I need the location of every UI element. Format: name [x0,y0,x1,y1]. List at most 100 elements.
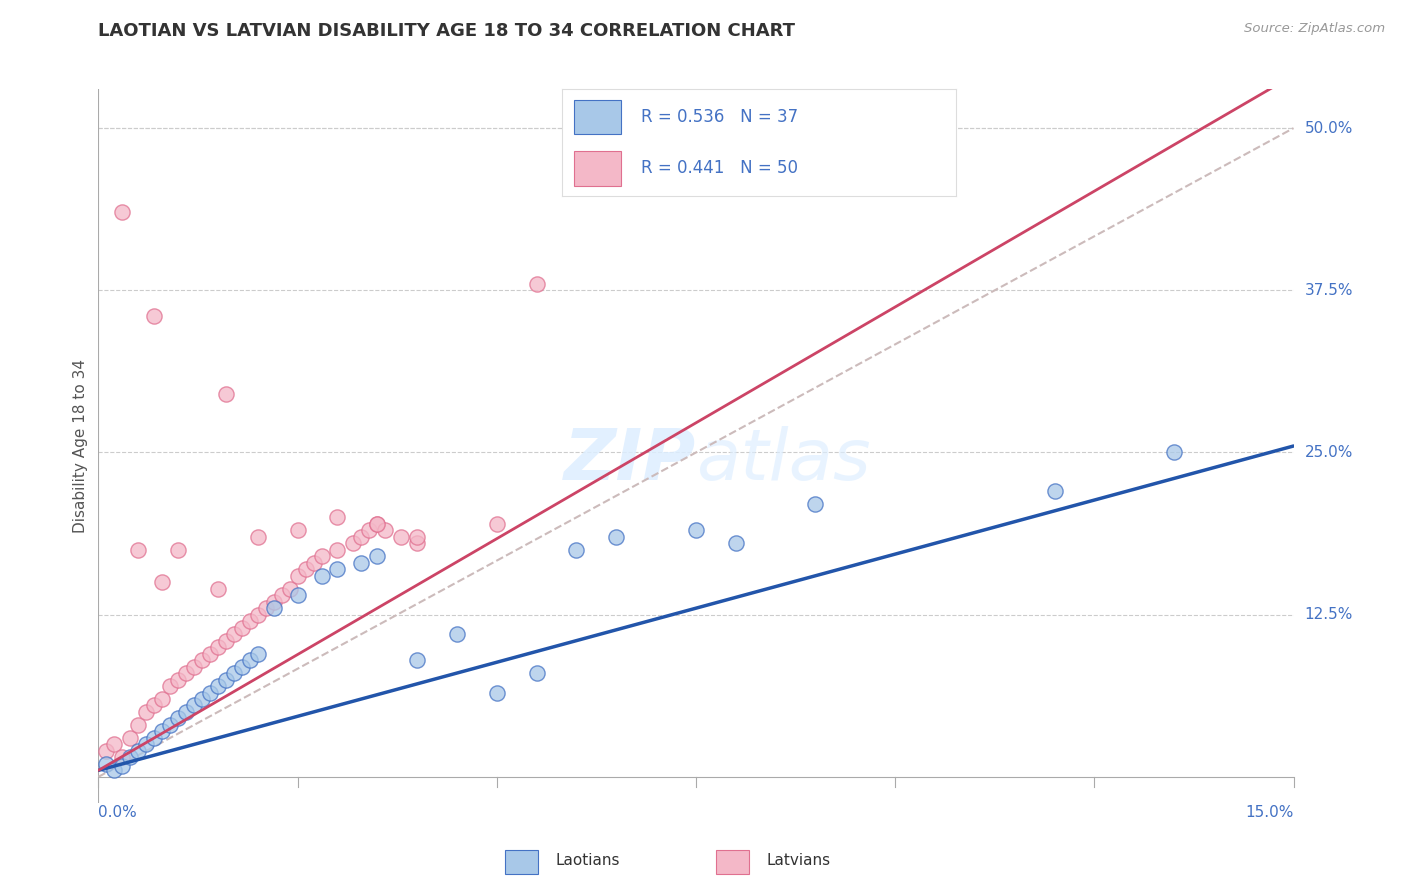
Text: 25.0%: 25.0% [1305,445,1353,460]
Point [231,659,253,673]
Text: 0.0%: 0.0% [98,805,138,820]
Text: Laotians: Laotians [555,854,620,868]
Point [222,627,245,641]
Point [191,692,214,706]
Point [96,756,118,771]
Point [143,698,166,713]
Point [96,744,118,758]
Point [406,653,429,667]
Point [174,705,197,719]
Point [366,516,388,531]
Point [326,542,349,557]
Point [215,387,238,401]
Point [406,530,429,544]
Point [143,310,166,324]
Point [103,738,125,752]
Text: Latvians: Latvians [766,854,831,868]
Point [135,738,157,752]
Point [111,205,134,219]
Point [111,759,134,773]
Point [565,542,588,557]
Point [127,718,149,732]
Point [311,568,333,582]
Text: ZIP: ZIP [564,425,696,495]
Point [605,530,627,544]
Bar [574,100,621,134]
Point [231,621,253,635]
Point [215,633,238,648]
Point [183,659,205,673]
Bar [716,849,749,874]
Point [389,530,412,544]
Point [366,516,388,531]
Text: 12.5%: 12.5% [1305,607,1353,622]
Point [159,679,181,693]
Point [1163,445,1185,459]
Point [246,530,269,544]
Point [167,673,190,687]
Point [350,556,373,570]
Point [526,277,548,291]
Point [120,731,142,745]
Point [150,692,173,706]
Point [294,562,316,576]
Point [246,607,269,622]
Point [135,705,157,719]
Point [239,653,262,667]
Point [287,524,309,538]
Point [167,542,190,557]
Point [342,536,364,550]
Point [246,647,269,661]
Bar [574,152,621,186]
Point [183,698,205,713]
Point [254,601,277,615]
Point [127,744,149,758]
Point [207,679,229,693]
Point [239,614,262,628]
Point [685,524,707,538]
Point [215,673,238,687]
Bar [505,849,538,874]
Point [207,640,229,654]
Point [103,764,125,778]
Point [222,666,245,681]
Text: LAOTIAN VS LATVIAN DISABILITY AGE 18 TO 34 CORRELATION CHART: LAOTIAN VS LATVIAN DISABILITY AGE 18 TO … [98,22,796,40]
Text: atlas: atlas [696,425,870,495]
Text: 50.0%: 50.0% [1305,120,1353,136]
Text: Source: ZipAtlas.com: Source: ZipAtlas.com [1244,22,1385,36]
Point [111,750,134,764]
Point [326,562,349,576]
Point [366,549,388,564]
Point [446,627,468,641]
Point [485,685,508,699]
Point [167,711,190,725]
Point [287,568,309,582]
Point [485,516,508,531]
Point [406,536,429,550]
Point [350,530,373,544]
Text: 37.5%: 37.5% [1305,283,1353,298]
Point [263,595,285,609]
Point [150,575,173,590]
Point [207,582,229,596]
Point [804,497,827,511]
Point [526,666,548,681]
Text: 15.0%: 15.0% [1246,805,1294,820]
Point [191,653,214,667]
Point [287,588,309,602]
Point [359,524,381,538]
Point [120,750,142,764]
Point [150,724,173,739]
Point [159,718,181,732]
Point [198,685,221,699]
Point [263,601,285,615]
Point [143,731,166,745]
Point [278,582,301,596]
Point [326,510,349,524]
Text: R = 0.536   N = 37: R = 0.536 N = 37 [641,108,799,126]
Point [724,536,747,550]
Text: Disability Age 18 to 34: Disability Age 18 to 34 [73,359,89,533]
Point [1043,484,1066,499]
Point [127,542,149,557]
Point [198,647,221,661]
